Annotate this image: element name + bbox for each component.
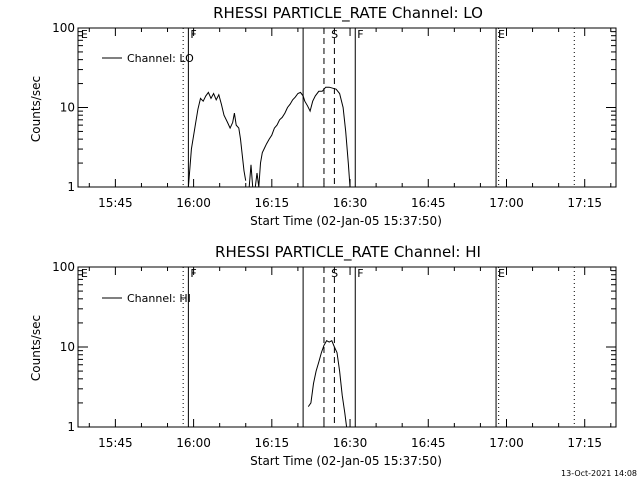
y-tick-label: 1: [67, 180, 75, 194]
marker-flag: S: [331, 28, 338, 41]
data-series: [307, 339, 348, 428]
axis-ticks: 15:45 16:00 16:15 16:30 16:45 17:00 17:15 1 10 10…: [52, 260, 616, 450]
x-tick-label: 16:15: [255, 196, 290, 210]
panel-channel-hi: RHESSI PARTICLE_RATE Channel: HI Start T…: [29, 243, 617, 468]
y-tick-label: 1: [67, 420, 75, 434]
y-tick-label: 10: [60, 101, 75, 115]
y-tick-label: 100: [52, 260, 75, 274]
x-tick-label: 15:45: [98, 196, 133, 210]
axis-ticks: 15:45 16:00 16:15 16:30 16:45 17:00 17:15 1 10 10…: [52, 21, 616, 210]
x-tick-label: 16:45: [411, 196, 446, 210]
y-axis-label: Counts/sec: [29, 315, 43, 381]
y-tick-label: 100: [52, 21, 75, 35]
marker-lines: EFSFE: [81, 267, 575, 427]
marker-flag: F: [357, 28, 363, 41]
x-tick-label: 16:45: [411, 436, 446, 450]
marker-flag: E: [81, 28, 88, 41]
x-axis-label: Start Time (02-Jan-05 15:37:50): [250, 454, 442, 468]
x-tick-label: 16:30: [333, 436, 368, 450]
legend-label: Channel: LO: [127, 52, 194, 65]
x-tick-label: 17:00: [489, 436, 524, 450]
footer-timestamp: 13-Oct-2021 14:08: [561, 469, 637, 478]
marker-flag: E: [498, 28, 505, 41]
x-tick-label: 16:15: [255, 436, 290, 450]
marker-flag: E: [498, 267, 505, 280]
y-tick-label: 10: [60, 340, 75, 354]
chart-title: RHESSI PARTICLE_RATE Channel: LO: [213, 4, 483, 23]
marker-flag: S: [331, 267, 338, 280]
x-tick-label: 16:00: [176, 196, 211, 210]
plot-frame: [77, 266, 617, 428]
x-tick-label: 17:15: [567, 436, 602, 450]
chart-title: RHESSI PARTICLE_RATE Channel: HI: [215, 243, 481, 262]
x-axis-label: Start Time (02-Jan-05 15:37:50): [250, 214, 442, 228]
x-tick-label: 16:30: [333, 196, 368, 210]
legend-label: Channel: HI: [127, 292, 191, 305]
series-line: [187, 91, 247, 188]
x-tick-label: 17:15: [567, 196, 602, 210]
x-tick-label: 17:00: [489, 196, 524, 210]
panel-channel-lo: RHESSI PARTICLE_RATE Channel: LO Start T…: [29, 4, 617, 228]
series-line: [307, 339, 348, 428]
marker-flag: E: [81, 267, 88, 280]
series-line: [248, 164, 254, 188]
data-series: [187, 86, 351, 188]
x-tick-label: 15:45: [98, 436, 133, 450]
marker-flag: F: [357, 267, 363, 280]
series-line: [254, 86, 351, 188]
y-axis-label: Counts/sec: [29, 76, 43, 142]
x-tick-label: 16:00: [176, 436, 211, 450]
